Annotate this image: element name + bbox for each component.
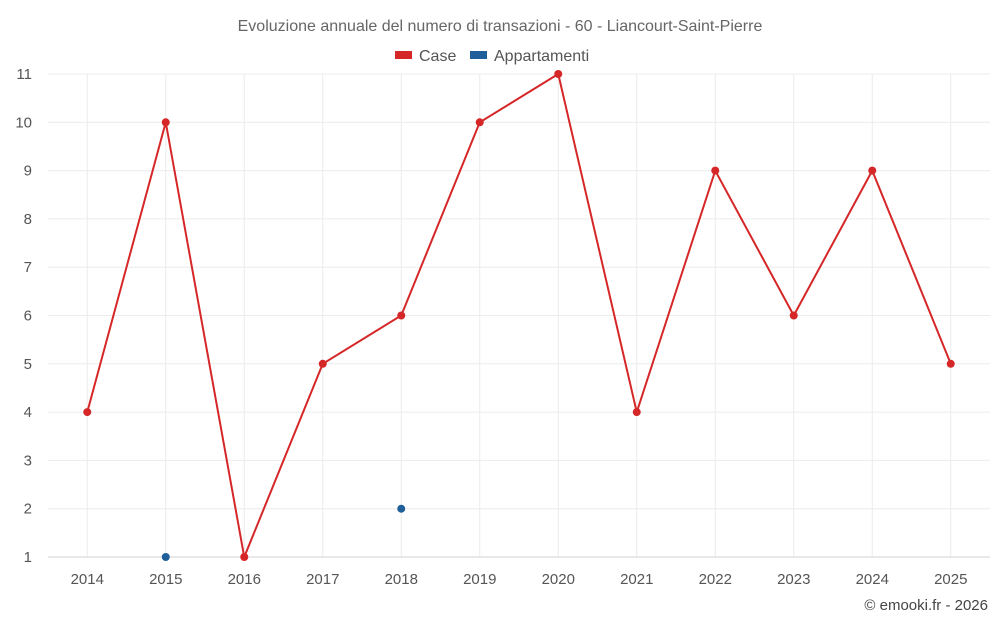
y-tick-label: 4 [24,404,32,421]
x-tick-label: 2020 [542,571,575,588]
legend-label-appartamenti[interactable]: Appartamenti [494,48,589,65]
data-point-case-2023[interactable] [789,311,798,320]
x-tick-label: 2021 [620,571,653,588]
y-tick-label: 5 [24,356,32,373]
x-tick-label: 2022 [699,571,732,588]
y-tick-label: 11 [16,66,32,83]
y-gridlines [48,73,990,558]
data-point-appartamenti-2015[interactable] [161,553,170,561]
series-points [83,70,955,561]
data-point-case-2020[interactable] [554,70,563,78]
y-tick-label: 7 [24,259,32,276]
data-point-case-2016[interactable] [240,553,249,561]
data-point-case-2025[interactable] [946,359,955,368]
x-tick-label: 2019 [463,571,496,588]
y-tick-label: 1 [24,549,32,566]
x-axis-ticks: 2014 2015 2016 2017 2018 2019 2020 2021 2022 2023… [71,571,968,588]
x-tick-label: 2016 [228,571,261,588]
data-point-case-2022[interactable] [711,166,720,175]
data-point-case-2018[interactable] [397,311,406,320]
data-point-case-2019[interactable] [475,118,484,127]
y-tick-label: 8 [24,211,32,228]
data-point-case-2024[interactable] [868,166,877,175]
x-gridlines [86,74,952,557]
legend-swatch-case [395,51,412,59]
legend: Case Appartamenti [395,48,589,65]
y-tick-label: 3 [24,452,32,469]
series-lines [86,72,952,561]
legend-label-case[interactable]: Case [419,48,456,65]
data-point-case-2021[interactable] [632,408,641,417]
legend-swatch-appartamenti [470,51,487,59]
credit-text: © emooki.fr - 2026 [864,597,988,614]
y-tick-label: 2 [24,501,32,518]
y-tick-label: 10 [15,114,32,131]
x-tick-label: 2014 [71,571,104,588]
x-tick-label: 2017 [306,571,339,588]
data-point-case-2015[interactable] [161,118,170,127]
x-tick-label: 2023 [777,571,810,588]
y-tick-label: 6 [24,308,32,325]
x-tick-label: 2024 [856,571,889,588]
x-tick-label: 2025 [934,571,967,588]
x-tick-label: 2018 [385,571,418,588]
y-axis-ticks: 1 2 3 4 5 6 7 8 9 10 11 [15,66,32,566]
data-point-case-2017[interactable] [318,359,327,368]
data-point-appartamenti-2018[interactable] [397,504,406,513]
y-tick-label: 9 [24,163,32,180]
data-point-case-2014[interactable] [83,408,92,417]
x-tick-label: 2015 [149,571,182,588]
series-line-case [86,72,952,561]
chart-title: Evoluzione annuale del numero di transaz… [238,18,763,35]
